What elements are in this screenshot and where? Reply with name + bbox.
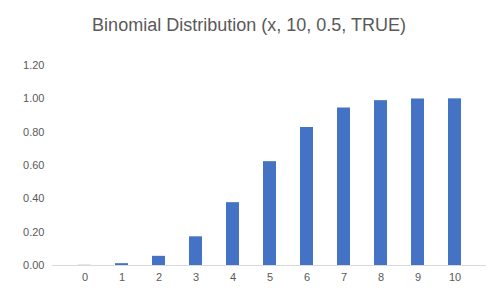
svg-text:2: 2 (156, 271, 162, 283)
svg-text:0.40: 0.40 (23, 192, 44, 204)
svg-text:3: 3 (193, 271, 199, 283)
svg-text:8: 8 (378, 271, 384, 283)
svg-text:1: 1 (119, 271, 125, 283)
svg-text:0: 0 (82, 271, 88, 283)
svg-text:0.60: 0.60 (23, 159, 44, 171)
svg-text:0.00: 0.00 (23, 259, 44, 271)
svg-text:0.20: 0.20 (23, 226, 44, 238)
svg-text:5: 5 (267, 271, 273, 283)
svg-text:1.00: 1.00 (23, 92, 44, 104)
html-text:Binomial Distribution (x, 10,: Binomial Distribution (x, 10, 0.5, TRUE) (92, 15, 406, 35)
svg-text:10: 10 (449, 271, 461, 283)
svg-text:0.80: 0.80 (23, 126, 44, 138)
svg-text:7: 7 (341, 271, 347, 283)
svg-text:9: 9 (415, 271, 421, 283)
svg-text:6: 6 (304, 271, 310, 283)
svg-text:1.20: 1.20 (23, 59, 44, 71)
svg-text:4: 4 (230, 271, 236, 283)
